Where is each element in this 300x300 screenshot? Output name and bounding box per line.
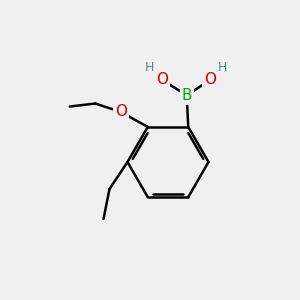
Text: O: O bbox=[204, 72, 216, 87]
Text: H: H bbox=[145, 61, 154, 74]
Text: H: H bbox=[218, 61, 227, 74]
Text: O: O bbox=[115, 104, 127, 119]
Text: O: O bbox=[156, 72, 168, 87]
Text: B: B bbox=[182, 88, 192, 103]
